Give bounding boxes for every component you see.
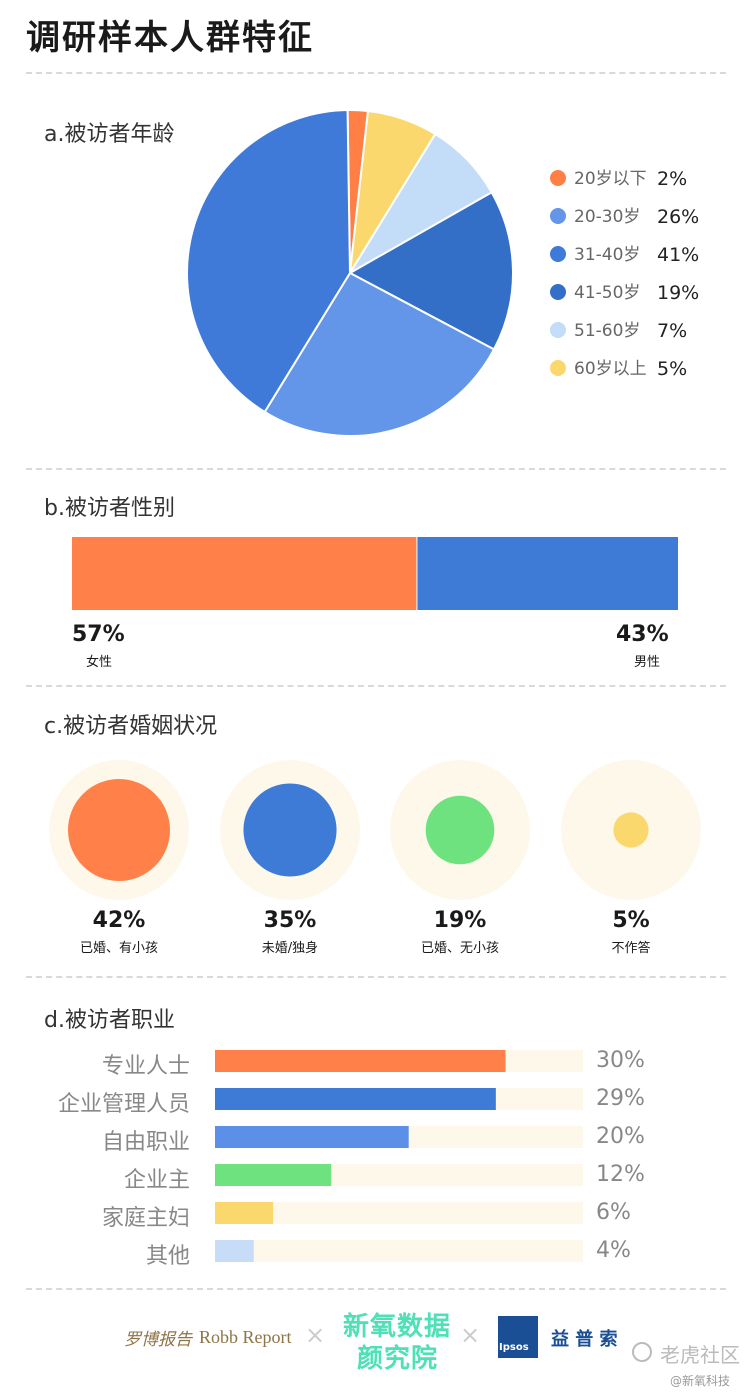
ipsos-logo-text: Ipsos [499,1342,529,1353]
occupation-percent: 29% [596,1086,645,1111]
occupation-bar [215,1240,254,1262]
pie-slice [263,271,496,437]
gender-bar-chart [72,537,678,610]
occupation-bar [215,1126,409,1148]
legend-label: 20岁以下 [574,169,647,189]
occupation-label: 家庭主妇 [101,1206,190,1231]
marriage-percent: 19% [433,908,487,933]
legend-marker [550,284,566,300]
legend-marker [550,322,566,338]
legend-label: 41-50岁 [574,283,640,303]
occupation-percent: 20% [596,1124,645,1149]
occupation-bar [215,1164,332,1186]
marriage-bubble [425,795,495,865]
legend-percent: 41% [657,244,699,266]
occupation-percent: 4% [596,1238,631,1263]
page-title: 调研样本人群特征 [26,18,314,58]
marriage-label: 已婚、无小孩 [420,941,499,956]
legend-label: 31-40岁 [574,245,640,265]
female-label: 女性 [86,655,113,670]
marriage-section-title: c.被访者婚姻状况 [44,714,218,739]
legend-percent: 19% [657,282,699,304]
occupation-label: 自由职业 [101,1130,190,1155]
marriage-label: 不作答 [611,941,651,956]
age-section-title: a.被访者年龄 [44,122,175,147]
marriage-bubble-chart [49,760,701,900]
legend-marker [550,360,566,376]
marriage-percent: 42% [92,908,146,933]
occupation-percent: 6% [596,1200,631,1225]
robb-report-logo-en: Robb Report [199,1327,292,1347]
occupation-section-title: d.被访者职业 [44,1008,175,1033]
watermark-text: 老虎社区 [660,1343,740,1367]
occupation-percent: 30% [596,1048,645,1073]
ipsos-logo: Ipsos [498,1316,538,1358]
legend-label: 20-30岁 [574,207,640,227]
pie-slice [347,190,514,351]
legend-marker [550,170,566,186]
legend-percent: 2% [657,168,687,190]
marriage-label: 已婚、有小孩 [79,941,158,956]
occupation-bar [215,1202,274,1224]
male-percent: 43% [616,622,669,647]
occupation-bar [215,1050,506,1072]
separator-x: × [305,1321,326,1349]
legend-percent: 26% [657,206,699,228]
divider [26,976,726,978]
legend-marker [550,246,566,262]
occupation-label: 企业主 [123,1168,190,1193]
soyoung-logo-line2: 颜究院 [357,1344,439,1374]
occupation-bar [215,1088,496,1110]
gender-bar-segment [417,537,678,610]
legend-percent: 5% [657,358,687,380]
marriage-percent: 5% [612,908,650,933]
ipsos-name: 益 普 索 [551,1329,618,1350]
credit-text: @新氧科技 [670,1374,731,1388]
occupation-label: 其他 [145,1244,190,1269]
marriage-bubble [243,783,337,877]
divider [26,72,726,74]
marriage-percent: 35% [263,908,317,933]
age-pie-chart: 20岁以下 2% 20-30岁 26% 31-40岁 41% 41-50岁 19% 51-60岁… [186,109,699,437]
gender-section-title: b.被访者性别 [44,496,175,521]
occupation-label: 专业人士 [101,1054,190,1079]
divider [26,468,726,470]
legend-label: 60岁以上 [574,359,647,379]
divider [26,1288,726,1290]
occupation-bar-chart [215,1050,583,1262]
male-label: 男性 [634,655,661,670]
robb-report-logo-cn: 罗博报告 [124,1330,192,1350]
pie-slice [186,109,352,414]
legend-marker [550,208,566,224]
soyoung-logo-line1: 新氧数据 [343,1312,452,1342]
marriage-bubble [613,812,649,848]
marriage-bubble [68,779,170,881]
speech-bubble-icon [632,1342,652,1362]
legend-label: 51-60岁 [574,321,640,341]
separator-x: × [460,1321,481,1349]
occupation-bar-track [215,1240,583,1262]
divider [26,685,726,687]
gender-bar-segment [72,537,417,610]
legend-percent: 7% [657,320,687,342]
marriage-label: 未婚/独身 [261,941,319,956]
female-percent: 57% [72,622,125,647]
occupation-percent: 12% [596,1162,645,1187]
occupation-bar-track [215,1202,583,1224]
occupation-label: 企业管理人员 [57,1092,190,1117]
